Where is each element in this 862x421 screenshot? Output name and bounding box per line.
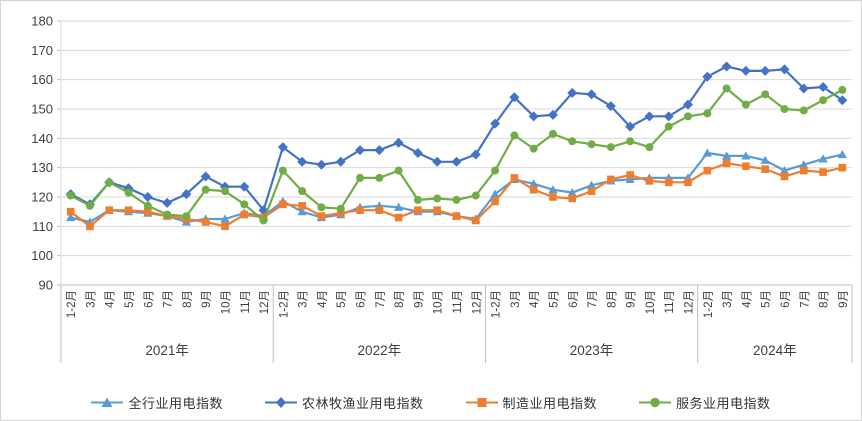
svg-text:160: 160 (31, 72, 53, 87)
svg-text:100: 100 (31, 248, 53, 263)
svg-text:9月: 9月 (201, 290, 213, 308)
legend-label: 全行业用电指数 (128, 396, 223, 411)
svg-text:90: 90 (39, 278, 53, 293)
legend-item-all-industry: 全行业用电指数 (91, 393, 223, 412)
svg-text:11月: 11月 (240, 290, 252, 313)
svg-text:110: 110 (32, 219, 53, 234)
svg-text:3月: 3月 (298, 290, 310, 308)
svg-text:6月: 6月 (143, 290, 155, 308)
svg-text:1-2月: 1-2月 (491, 290, 503, 318)
svg-text:9月: 9月 (413, 290, 425, 308)
svg-text:180: 180 (31, 14, 53, 29)
svg-text:8月: 8月 (606, 290, 618, 308)
svg-text:6月: 6月 (356, 290, 368, 308)
svg-text:5月: 5月 (548, 290, 560, 308)
legend-item-services: 服务业用电指数 (639, 393, 771, 412)
svg-text:4月: 4月 (105, 290, 117, 308)
svg-text:10月: 10月 (220, 290, 232, 314)
svg-text:1-2月: 1-2月 (66, 290, 78, 318)
legend: 全行业用电指数 农林牧渔业用电指数 制造业用电指数 服务业用电指数 (1, 393, 861, 412)
svg-text:4月: 4月 (741, 290, 753, 308)
svg-text:12月: 12月 (259, 290, 271, 314)
legend-diamond-marker-icon (264, 397, 297, 408)
svg-text:10月: 10月 (645, 290, 657, 314)
svg-text:11月: 11月 (664, 290, 676, 313)
svg-text:4月: 4月 (317, 290, 329, 308)
legend-label: 服务业用电指数 (676, 396, 771, 411)
svg-text:2023年: 2023年 (570, 343, 614, 358)
legend-item-agriculture: 农林牧渔业用电指数 (264, 393, 424, 412)
svg-text:120: 120 (31, 190, 53, 205)
svg-text:9月: 9月 (626, 290, 638, 308)
svg-text:8月: 8月 (394, 290, 406, 308)
legend-circle-marker-icon (639, 397, 672, 408)
svg-text:5月: 5月 (124, 290, 136, 308)
svg-text:7月: 7月 (163, 290, 175, 308)
svg-text:5月: 5月 (336, 290, 348, 308)
svg-text:10月: 10月 (433, 290, 445, 314)
legend-triangle-marker-icon (91, 397, 124, 407)
svg-text:8月: 8月 (819, 290, 831, 308)
svg-text:150: 150 (31, 102, 53, 117)
svg-text:9月: 9月 (838, 290, 850, 308)
svg-text:3月: 3月 (85, 290, 97, 308)
svg-text:170: 170 (31, 43, 53, 58)
svg-text:12月: 12月 (684, 290, 696, 314)
svg-text:5月: 5月 (761, 290, 773, 308)
svg-text:8月: 8月 (182, 290, 194, 308)
svg-text:2022年: 2022年 (358, 343, 402, 358)
svg-text:2024年: 2024年 (753, 343, 797, 358)
svg-text:12月: 12月 (471, 290, 483, 314)
svg-text:140: 140 (31, 131, 53, 146)
legend-label: 制造业用电指数 (502, 396, 598, 411)
svg-text:11月: 11月 (452, 290, 464, 313)
svg-text:1-2月: 1-2月 (703, 290, 715, 318)
svg-text:7月: 7月 (799, 290, 811, 308)
svg-text:6月: 6月 (568, 290, 580, 308)
svg-text:130: 130 (31, 160, 53, 175)
legend-label: 农林牧渔业用电指数 (301, 396, 424, 411)
svg-text:2021年: 2021年 (145, 343, 189, 358)
svg-text:7月: 7月 (375, 290, 387, 308)
legend-square-marker-icon (465, 398, 498, 407)
svg-text:6月: 6月 (780, 290, 792, 308)
svg-text:3月: 3月 (722, 290, 734, 308)
svg-text:4月: 4月 (529, 290, 541, 308)
legend-item-manufacturing: 制造业用电指数 (465, 393, 598, 412)
svg-text:1-2月: 1-2月 (278, 290, 290, 318)
svg-text:7月: 7月 (587, 290, 599, 308)
svg-text:3月: 3月 (510, 290, 522, 308)
